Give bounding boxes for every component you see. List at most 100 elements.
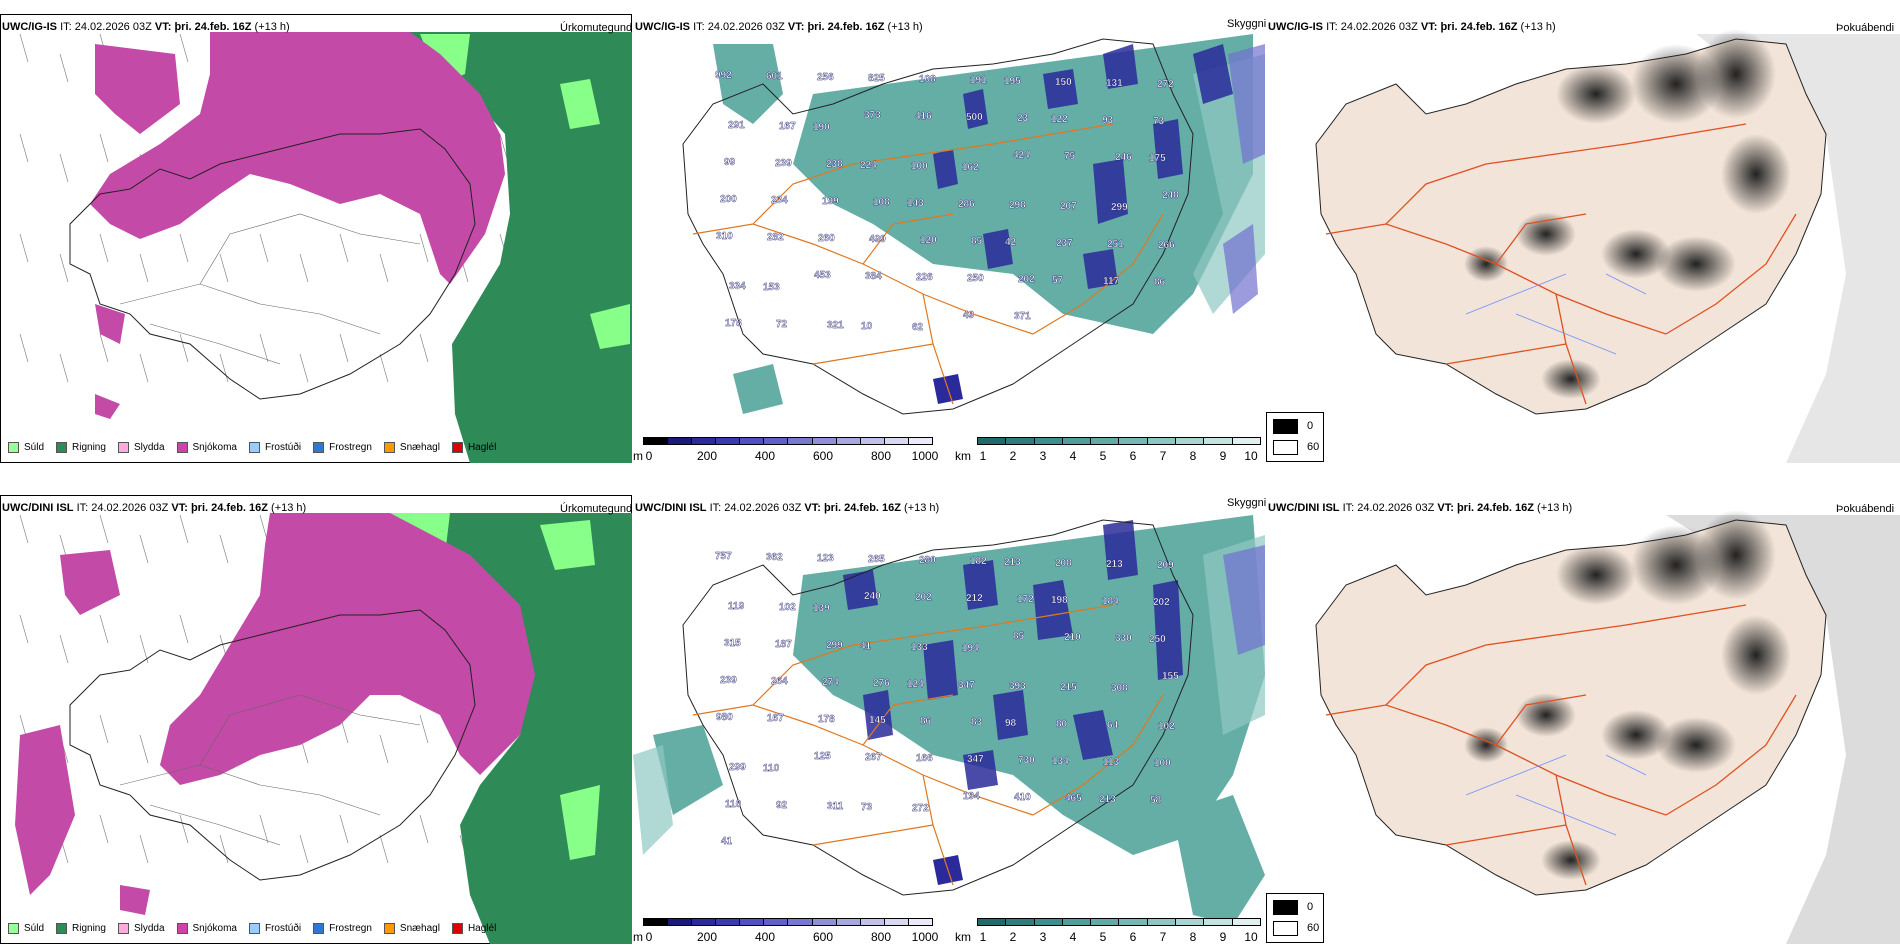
cloudbase-tick: 0 xyxy=(645,449,653,463)
cloud-base-label: 276 xyxy=(873,678,890,689)
cloud-base-label: 175 xyxy=(1149,153,1166,164)
cloud-base-label: 134 xyxy=(1052,756,1069,767)
cloud-base-label: 215 xyxy=(1060,682,1077,693)
cloud-base-label: 298 xyxy=(1009,200,1026,211)
cloudbase-colorbar-boxes xyxy=(643,918,933,926)
precip-legend: Súld Rigning Slydda Snjókoma Frostúði Fr… xyxy=(8,442,496,453)
cloud-base-label: 272 xyxy=(912,803,929,814)
vt-label: VT: xyxy=(1437,502,1454,514)
legend-label: Rigning xyxy=(72,442,106,453)
lead-time: (+13 h) xyxy=(887,21,923,33)
cloud-base-label: 198 xyxy=(1051,595,1068,606)
cloud-base-label: 195 xyxy=(1004,76,1021,87)
it-value: 24.02.2026 03Z xyxy=(1340,21,1418,33)
cloud-base-label: 299 xyxy=(1111,202,1128,213)
cloud-base-label: 172 xyxy=(1017,594,1034,605)
it-value: 24.02.2026 03Z xyxy=(74,21,152,33)
cloud-base-label: 213 xyxy=(1004,557,1021,568)
panel-header: UWC/DINI ISL IT: 24.02.2026 03Z VT: þri.… xyxy=(1268,501,1572,515)
cloud-base-label: 213 xyxy=(1106,559,1123,570)
lead-time: (+13 h) xyxy=(1520,21,1556,33)
cloudbase-tick: 600 xyxy=(812,930,834,944)
cloud-base-label: 347 xyxy=(958,680,975,691)
lead-time: (+13 h) xyxy=(254,21,290,33)
cloud-title: Skyggni xyxy=(1227,497,1267,509)
drizzle-region xyxy=(420,34,630,349)
cloud-base-label: 83 xyxy=(971,717,983,728)
visibility-tick: 7 xyxy=(1159,449,1167,463)
cloud-base-label: 92 xyxy=(776,800,788,811)
visibility-colorbar: km 1 2 3 4 5 6 7 8 9 10 xyxy=(943,437,1265,463)
panel-header: UWC/IG-IS IT: 24.02.2026 03Z VT: þri. 24… xyxy=(2,20,290,34)
visibility-tick: 10 xyxy=(1244,449,1258,463)
fog-ocean xyxy=(1696,34,1900,463)
cloudbase-unit: m xyxy=(633,930,643,944)
cloud-base-label: 384 xyxy=(865,271,882,282)
fog-map-bottom xyxy=(1266,495,1900,944)
visibility-colorbar-boxes xyxy=(977,437,1261,445)
visibility-tick: 7 xyxy=(1159,930,1167,944)
model-name: UWC/DINI ISL xyxy=(2,502,74,514)
cloud-base-label: 371 xyxy=(1014,311,1031,322)
cloud-base-label: 266 xyxy=(1158,240,1175,251)
legend-item: Rigning xyxy=(56,442,106,453)
visibility-tick: 5 xyxy=(1099,930,1107,944)
snow-region xyxy=(15,513,535,915)
cloud-labels: 757 362 123 265 280 182 213 208 213 209 119 102 139 2… xyxy=(715,551,1180,847)
cloud-base-label: 64 xyxy=(1107,720,1119,731)
legend-label: Snæhagl xyxy=(399,923,440,934)
legend-swatch xyxy=(313,923,325,934)
fog-legend-swatch xyxy=(1273,900,1298,915)
cloud-base-label: 330 xyxy=(1115,633,1132,644)
cloud-base-label: 122 xyxy=(1051,114,1068,125)
cloud-base-label: 757 xyxy=(715,551,732,562)
cloudbase-tick: 200 xyxy=(696,449,718,463)
cloud-base-label: 347 xyxy=(967,754,984,765)
cloud-base-label: 373 xyxy=(864,110,881,121)
legend-label: Snjókoma xyxy=(192,923,237,934)
cloud-base-label: 224 xyxy=(860,160,877,171)
cloud-panel-bottom: 757 362 123 265 280 182 213 208 213 209 119 102 139 2… xyxy=(633,495,1265,944)
legend-item: Frostregn xyxy=(313,442,372,453)
legend-item: Haglél xyxy=(451,442,496,453)
cloud-base-label: 108 xyxy=(873,197,890,208)
fog-map-top xyxy=(1266,14,1900,463)
visibility-tick: 6 xyxy=(1129,449,1137,463)
it-label: IT: xyxy=(76,502,89,514)
legend-label: Snjókoma xyxy=(192,442,237,453)
cloud-base-label: 239 xyxy=(775,158,792,169)
cloud-base-label: 256 xyxy=(817,72,834,83)
cloud-base-label: 145 xyxy=(869,715,886,726)
fog-legend-label: 0 xyxy=(1307,420,1314,432)
cloud-base-label: 237 xyxy=(1056,238,1073,249)
cloud-base-label: 41 xyxy=(860,641,872,652)
cloud-base-label: 41 xyxy=(721,836,733,847)
legend-item: Snjókoma xyxy=(176,923,237,934)
cloud-base-label: 10 xyxy=(861,321,873,332)
precip-title: Úrkomutegund xyxy=(560,503,633,515)
cloud-base-label: 125 xyxy=(814,751,831,762)
it-label: IT: xyxy=(1342,502,1355,514)
legend-label: Snæhagl xyxy=(399,442,440,453)
cloud-base-label: 191 xyxy=(970,75,987,86)
cloud-base-label: 362 xyxy=(766,552,783,563)
cloud-base-label: 194 xyxy=(962,643,979,654)
vt-value: þri. 24.feb. 16Z xyxy=(823,502,901,514)
precip-map-bottom xyxy=(0,495,632,944)
cloud-base-label: 124 xyxy=(907,679,924,690)
legend-item: Súld xyxy=(8,923,44,934)
roads xyxy=(119,213,421,365)
cloud-base-label: 178 xyxy=(725,318,742,329)
cloud-base-label: 102 xyxy=(779,602,796,613)
cloud-base-label: 207 xyxy=(1060,201,1077,212)
cloud-base-label: 601 xyxy=(766,71,783,82)
rivers xyxy=(1465,754,1647,836)
vt-label: VT: xyxy=(804,502,821,514)
fog-panel-bottom xyxy=(1266,495,1900,944)
cloud-base-label: 42 xyxy=(1005,237,1017,248)
cloud-base-label: 310 xyxy=(716,231,733,242)
legend-swatch xyxy=(248,923,260,934)
cloud-base-label: 272 xyxy=(1157,79,1174,90)
vt-value: þri. 24.feb. 16Z xyxy=(190,502,268,514)
cloud-base-label: 194 xyxy=(963,791,980,802)
